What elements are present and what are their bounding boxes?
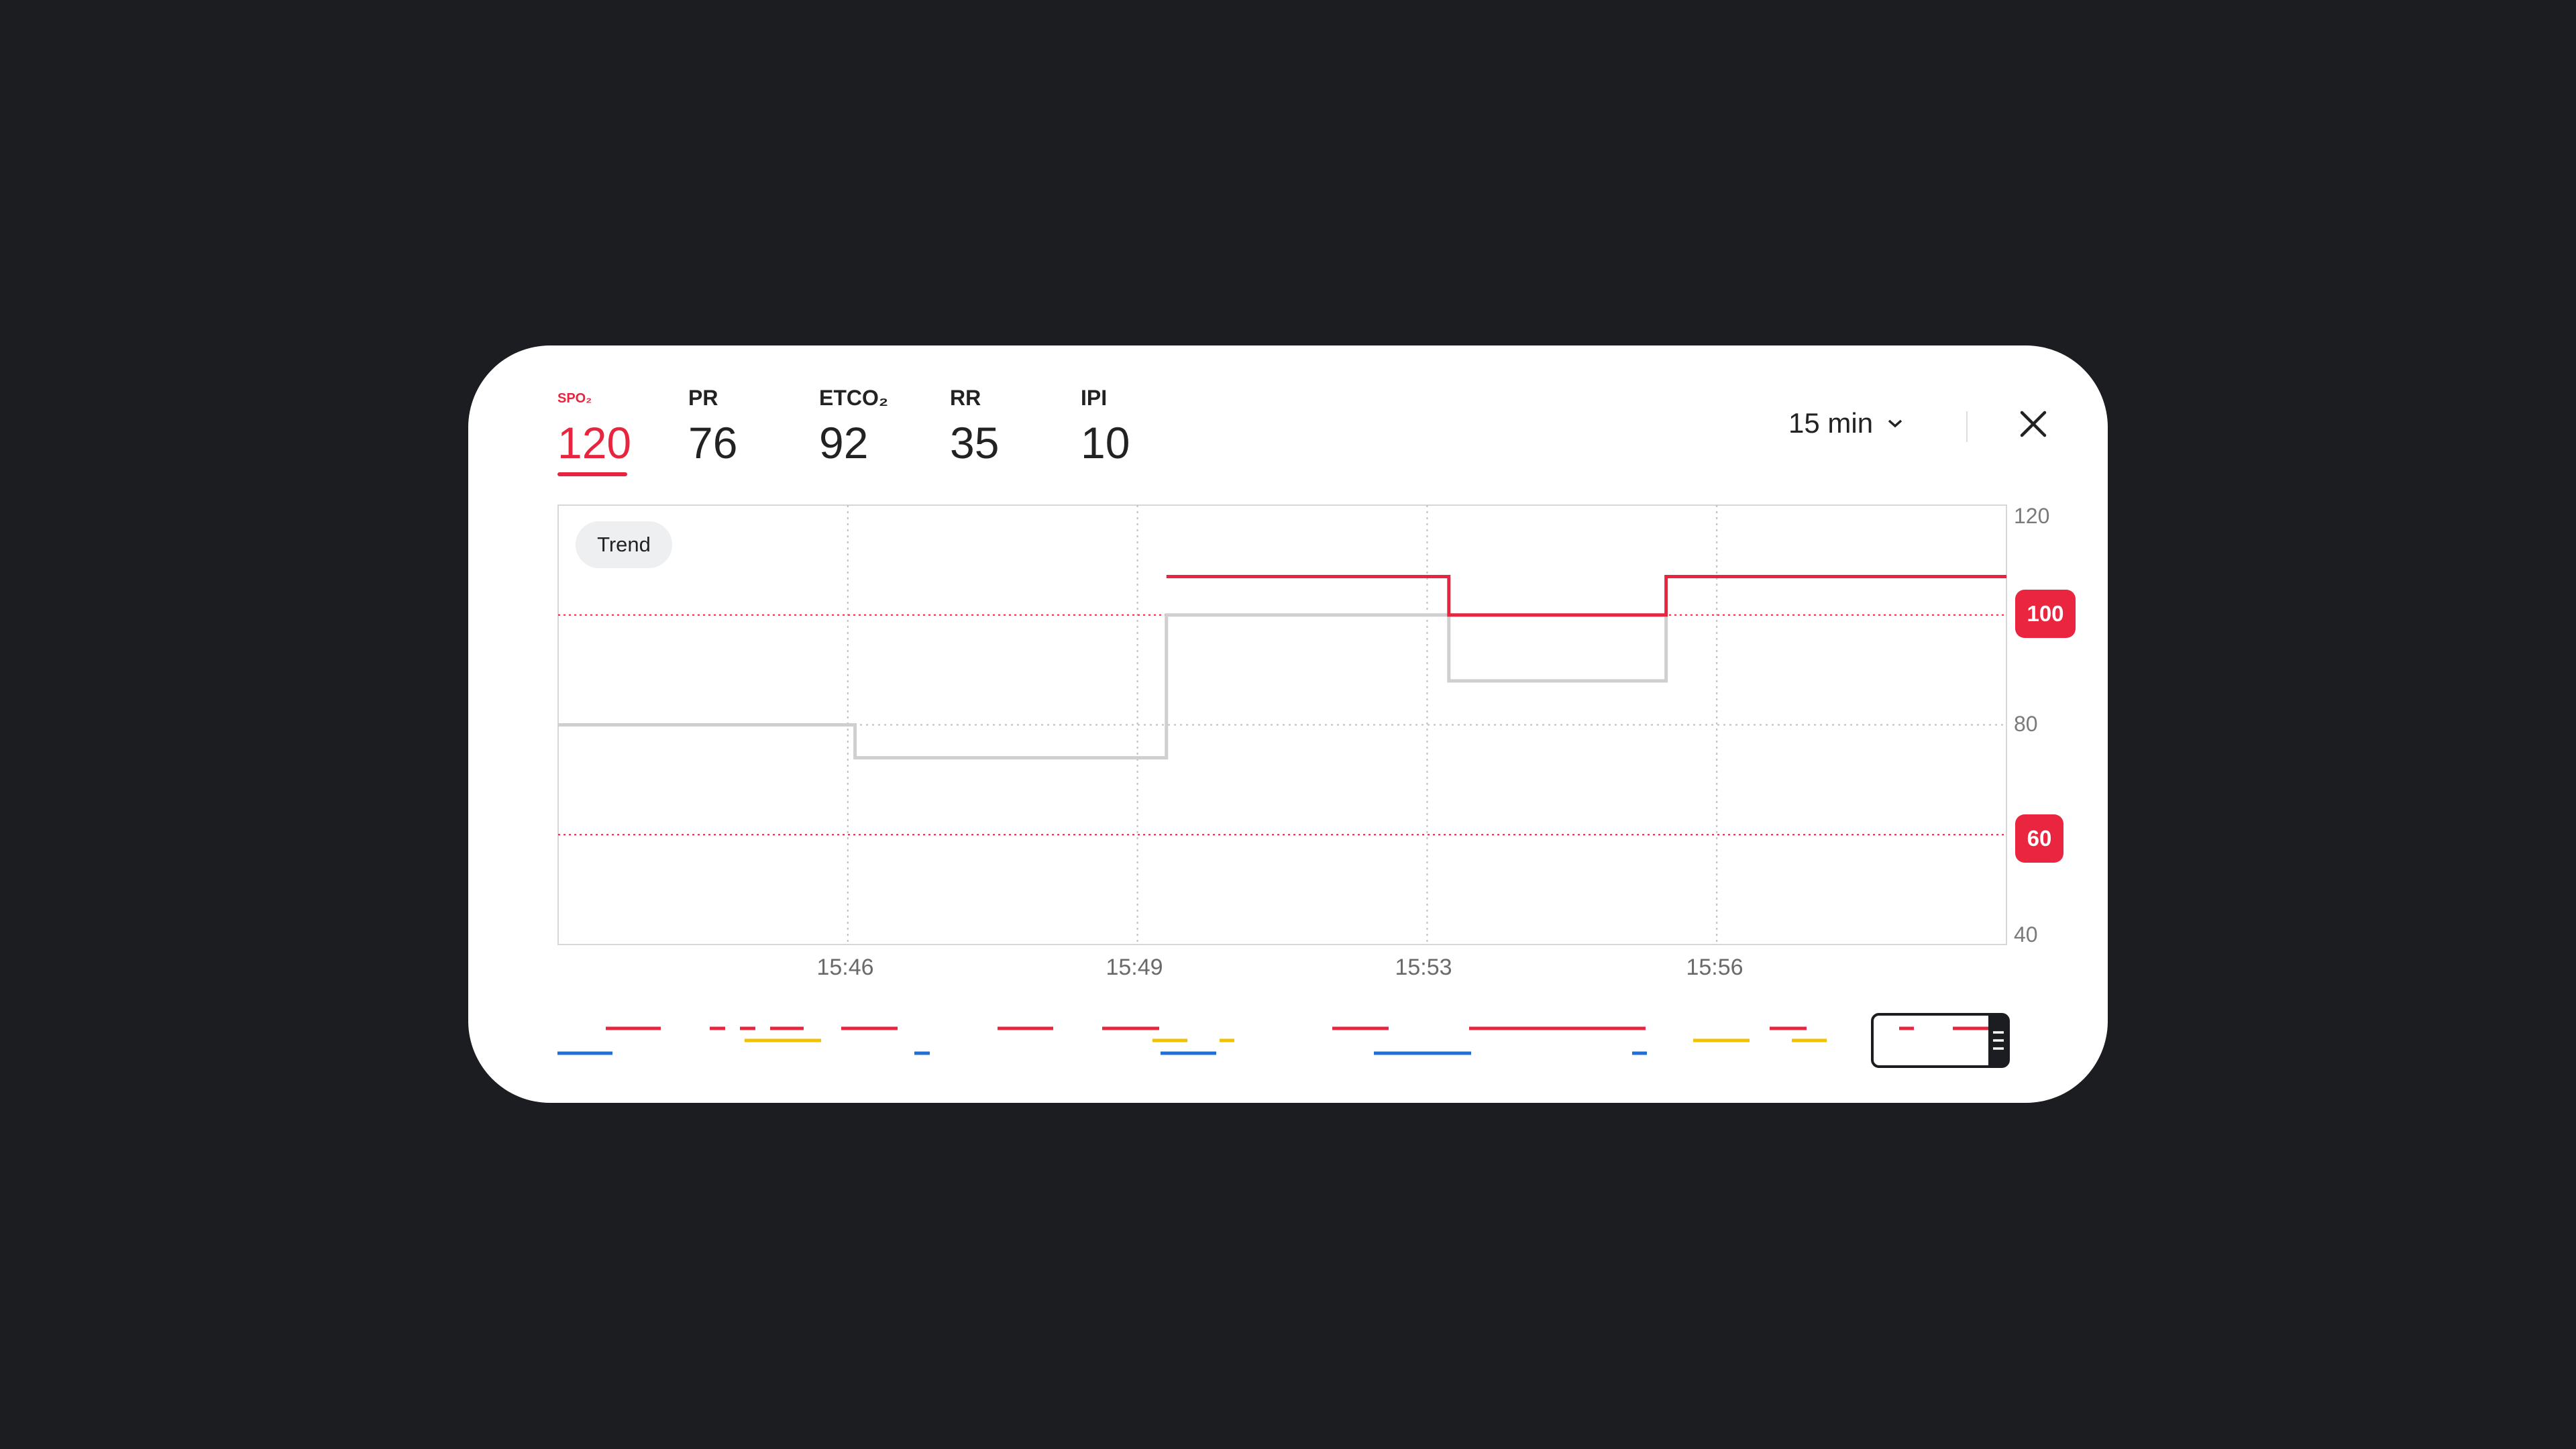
y-tick: 80	[2014, 712, 2038, 736]
tab-label: SPO₂	[557, 391, 592, 406]
tab-spo2[interactable]: SPO₂ 120	[557, 386, 631, 465]
tab-label: RR	[950, 386, 981, 410]
tab-value: 120	[557, 418, 632, 468]
tab-value: 35	[950, 418, 1000, 468]
tab-rr[interactable]: RR 35	[950, 386, 999, 465]
tab-ipi[interactable]: IPI 10	[1081, 386, 1130, 465]
lower-threshold-badge: 60	[2015, 814, 2063, 863]
trend-panel: SPO₂ 120 PR 76 ETCO₂ 92 RR 35 IPI 10 15 …	[468, 345, 2108, 1103]
tab-value: 76	[688, 418, 738, 468]
timeline-window-handle[interactable]	[1871, 1013, 2010, 1068]
reference-trend-line	[558, 613, 1668, 760]
y-tick: 120	[2014, 504, 2050, 528]
y-tick: 40	[2014, 922, 2038, 947]
time-range-label: 15 min	[1788, 407, 1874, 439]
upper-threshold-badge: 100	[2015, 590, 2076, 638]
tab-label: IPI	[1081, 386, 1108, 410]
timeline-overview[interactable]	[468, 345, 2108, 1103]
header-divider	[1966, 411, 1968, 442]
x-tick: 15:53	[1395, 955, 1452, 980]
trend-chart	[558, 505, 2006, 945]
chevron-down-icon	[1888, 419, 1902, 428]
spo2-trend-line	[1166, 574, 2006, 617]
tab-label: PR	[688, 386, 718, 410]
trend-chip: Trend	[576, 521, 672, 568]
tab-label: ETCO₂	[819, 386, 889, 410]
tab-value: 92	[819, 418, 869, 468]
time-range-select[interactable]: 15 min	[1788, 407, 1904, 439]
tab-pr[interactable]: PR 76	[688, 386, 737, 465]
x-tick: 15:56	[1686, 955, 1743, 980]
x-tick: 15:49	[1106, 955, 1163, 980]
tab-value: 10	[1081, 418, 1130, 468]
x-tick: 15:46	[816, 955, 874, 980]
close-icon[interactable]	[2018, 409, 2049, 439]
tab-etco2[interactable]: ETCO₂ 92	[819, 386, 888, 465]
active-tab-indicator	[557, 472, 627, 476]
